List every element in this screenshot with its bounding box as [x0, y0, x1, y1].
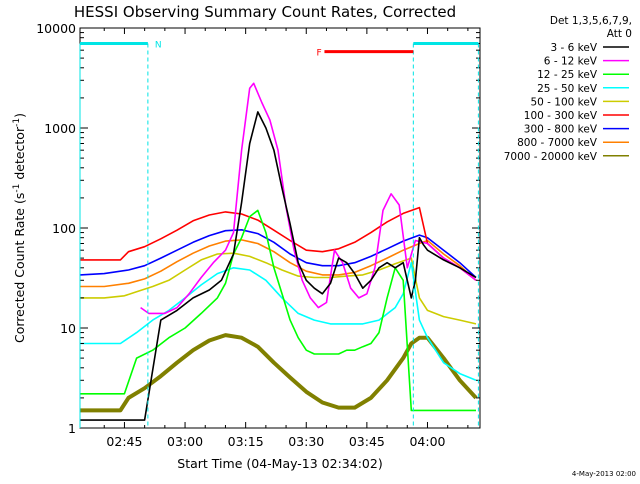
legend-entry-label: 50 - 100 keV: [530, 96, 597, 108]
y-axis-label: Corrected Count Rate (s-1 detector-1): [12, 113, 27, 343]
legend: Det 1,3,5,6,7,9, Att 0 3 - 6 keV 6 - 12 k…: [504, 15, 632, 163]
series-line-25-50-kev: [80, 261, 477, 382]
y-tick-label: 10: [60, 321, 76, 336]
y-tick-label: 100: [52, 221, 76, 236]
series-line-300-800-kev: [80, 229, 477, 279]
legend-entry-label: 6 - 12 keV: [544, 56, 598, 68]
series-line-6-12-kev: [140, 82, 477, 315]
legend-entry-label: 100 - 300 keV: [524, 110, 598, 122]
legend-title-attenuator: Att 0: [607, 28, 632, 40]
legend-entry-label: 300 - 800 keV: [524, 124, 598, 136]
series-line-50-100-kev: [80, 252, 477, 325]
y-tick-label: 10000: [36, 21, 76, 36]
x-tick-label: 02:45: [106, 434, 142, 449]
series-line-12-25-kev: [80, 209, 476, 412]
x-tick-label: 03:30: [288, 434, 324, 449]
flag-label-f: F: [316, 49, 321, 59]
x-tick-label: 03:45: [349, 434, 385, 449]
x-tick-label: 03:00: [167, 434, 203, 449]
chart-title: HESSI Observing Summary Count Rates, Cor…: [74, 3, 456, 21]
x-tick-label: 03:15: [228, 434, 264, 449]
y-tick-label: 1000: [44, 121, 76, 136]
corner-date-stamp: 4-May-2013 02:00: [572, 470, 636, 478]
legend-title-detectors: Det 1,3,5,6,7,9,: [550, 15, 632, 27]
legend-entry-label: 800 - 7000 keV: [517, 137, 598, 149]
legend-entry-label: 3 - 6 keV: [550, 42, 597, 54]
legend-entry-label: 7000 - 20000 keV: [504, 151, 598, 163]
x-axis-label: Start Time (04-May-13 02:34:02): [177, 456, 382, 471]
flag-label-n: N: [155, 40, 162, 50]
legend-entry-label: 25 - 50 keV: [537, 83, 598, 95]
series-line-100-300-kev: [80, 206, 477, 281]
y-tick-label: 1: [68, 421, 76, 436]
legend-entry-label: 12 - 25 keV: [537, 69, 598, 81]
series-line-3-6-kev: [80, 111, 477, 421]
x-tick-label: 04:00: [409, 434, 445, 449]
